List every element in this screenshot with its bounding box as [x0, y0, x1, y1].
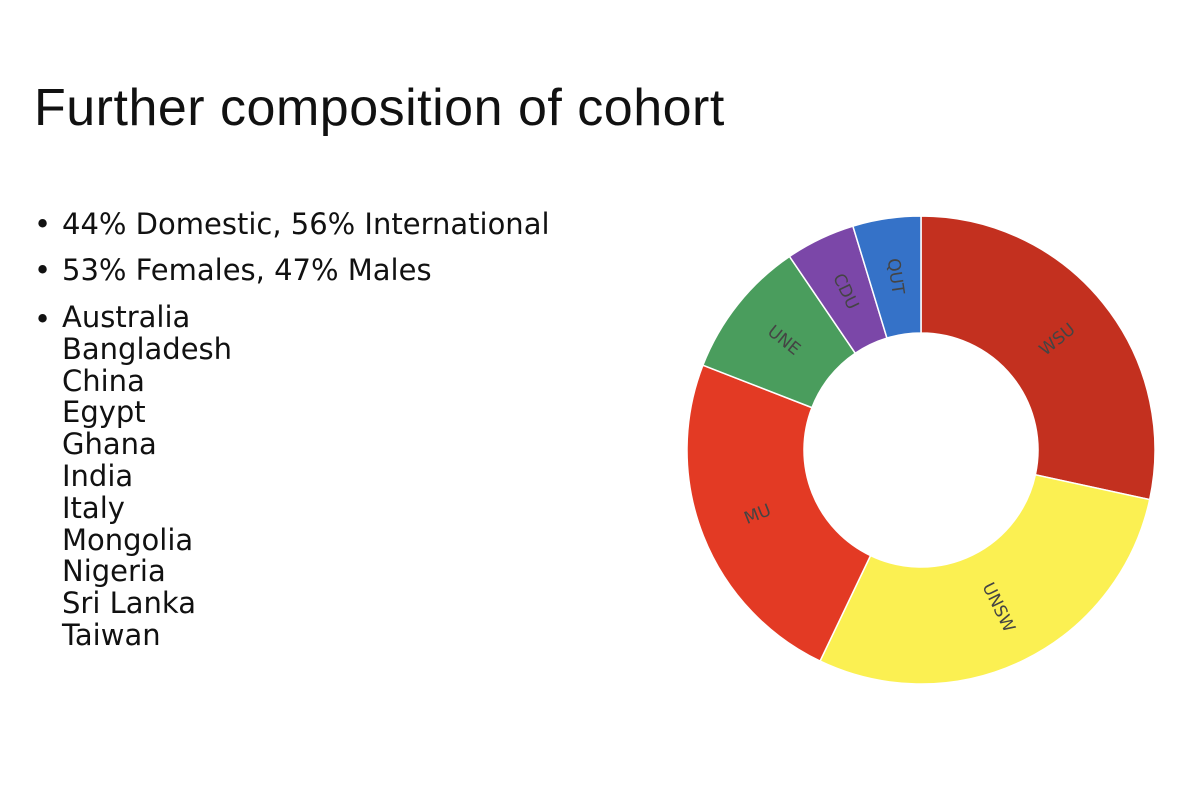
- donut-segment: [851, 215, 922, 340]
- country: Italy: [62, 490, 125, 525]
- country: Bangladesh: [62, 331, 233, 366]
- country: Taiwan: [62, 617, 161, 652]
- country: Mongolia: [62, 522, 194, 557]
- country: China: [62, 363, 145, 398]
- donut-segment: [920, 215, 1156, 501]
- country-list: Australia Bangladesh China Egypt Ghana India I…: [62, 300, 233, 652]
- country: Sri Lanka: [62, 586, 196, 621]
- country: Egypt: [62, 395, 146, 430]
- country: Ghana: [62, 427, 157, 462]
- country: India: [62, 458, 134, 493]
- country: Australia: [62, 300, 191, 334]
- donut-segment: [686, 364, 872, 663]
- country: Nigeria: [62, 554, 166, 589]
- bullet-text: 44% Domestic, 56% International: [62, 207, 550, 241]
- donut-segment: [819, 473, 1151, 685]
- slide-title: Further composition of cohort: [34, 79, 725, 137]
- bullet-text: 53% Females, 47% Males: [62, 253, 432, 287]
